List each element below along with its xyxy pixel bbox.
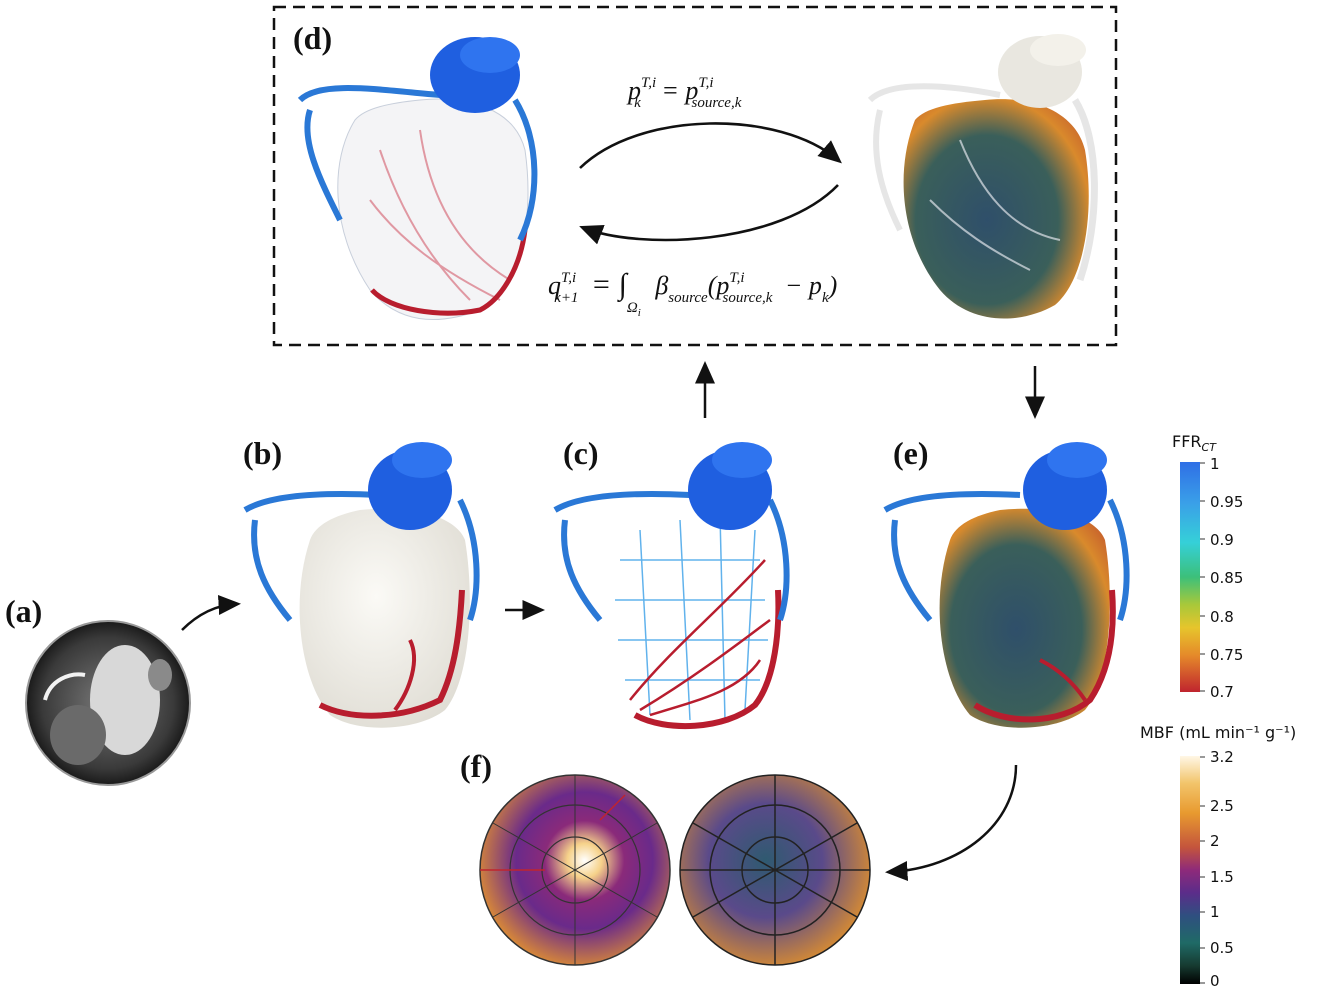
ffr-colorbar-title: FFRCT [1172, 432, 1216, 454]
ffr-tick-label: 0.8 [1210, 608, 1234, 626]
bullseye-right [679, 774, 871, 966]
eq-bot-int-sub: Ω [626, 300, 638, 316]
ffr-title-sub: CT [1201, 441, 1216, 454]
mbf-colorbar [1180, 756, 1200, 984]
arrow-e-to-f [885, 764, 1018, 881]
equation-pressure-coupling: pT,ik = pT,isource,k [628, 75, 741, 111]
eq-top-rhs-sup: T,i [698, 75, 714, 91]
eq-top-lhs-sub: k [634, 95, 641, 111]
ffr-tick-label: 1 [1210, 455, 1220, 473]
panel-label-a: (a) [5, 593, 43, 629]
eq-top-rhs-base: = p [661, 76, 699, 105]
heart-b [243, 442, 480, 728]
eq-bot-minus: − p [784, 271, 822, 300]
arrow-a-to-b [181, 594, 241, 631]
ffr-colorbar-ticks [1200, 462, 1205, 692]
ct-image-a [25, 620, 191, 786]
eq-top-lhs-sup: T,i [641, 75, 657, 91]
mbf-tick-label: 1.5 [1210, 868, 1234, 886]
eq-top-rhs-sub: source,k [691, 95, 742, 111]
ffr-tick-label: 0.75 [1210, 646, 1244, 664]
mbf-tick-label: 0 [1210, 972, 1220, 990]
mbf-tick-label: 2.5 [1210, 797, 1234, 815]
mbf-colorbar-title: MBF (mL min⁻¹ g⁻¹) [1140, 723, 1297, 742]
heart-e [883, 442, 1130, 728]
eq-bot-lhs-sup: T,i [561, 270, 577, 286]
heart-c [553, 442, 790, 730]
ffr-tick-label: 0.85 [1210, 569, 1244, 587]
ffr-title-main: FFR [1172, 432, 1202, 451]
panel-label-f: (f) [460, 748, 492, 784]
eq-bot-close: ) [828, 271, 838, 300]
mbf-colorbar-ticks [1200, 756, 1205, 984]
panel-label-b: (b) [243, 435, 283, 471]
equation-flow-coupling: qT,ik+1 = ∫Ωi βsource(pT,isource,k − pk) [548, 268, 838, 319]
eq-bot-open: (p [707, 271, 730, 300]
mbf-tick-label: 1 [1210, 903, 1220, 921]
arrow-d-backward [579, 184, 839, 245]
eq-top-lhs-base: p [628, 76, 641, 105]
eq-bot-beta-sub: source [668, 290, 708, 306]
arrow-d-forward [579, 122, 842, 169]
eq-bot-beta: β [655, 271, 669, 300]
ffr-tick-label: 0.7 [1210, 683, 1234, 701]
ffr-tick-label: 0.9 [1210, 531, 1234, 549]
eq-bot-pk-sub: k [821, 290, 829, 306]
mbf-tick-label: 2 [1210, 832, 1220, 850]
panel-label-d: (d) [293, 20, 333, 56]
mbf-tick-label: 0.5 [1210, 939, 1234, 957]
eq-bot-integral: = ∫ [590, 268, 627, 301]
eq-bot-int-sub-i: i [637, 307, 641, 319]
eq-bot-p-sup: T,i [729, 270, 745, 286]
panel-label-e: (e) [893, 435, 929, 471]
panel-d-dashed-frame [272, 5, 1118, 347]
heart-d-left [297, 37, 538, 320]
ffr-tick-label: 0.95 [1210, 493, 1244, 511]
ffr-colorbar [1180, 462, 1200, 692]
heart-d-right [867, 34, 1098, 319]
eq-bot-lhs-base: q [548, 271, 561, 300]
bullseye-left [479, 774, 671, 966]
eq-bot-lhs-sub: k+1 [554, 290, 579, 306]
eq-bot-p-sub: source,k [722, 290, 773, 306]
panel-label-c: (c) [563, 435, 599, 471]
mbf-tick-label: 3.2 [1210, 748, 1234, 766]
